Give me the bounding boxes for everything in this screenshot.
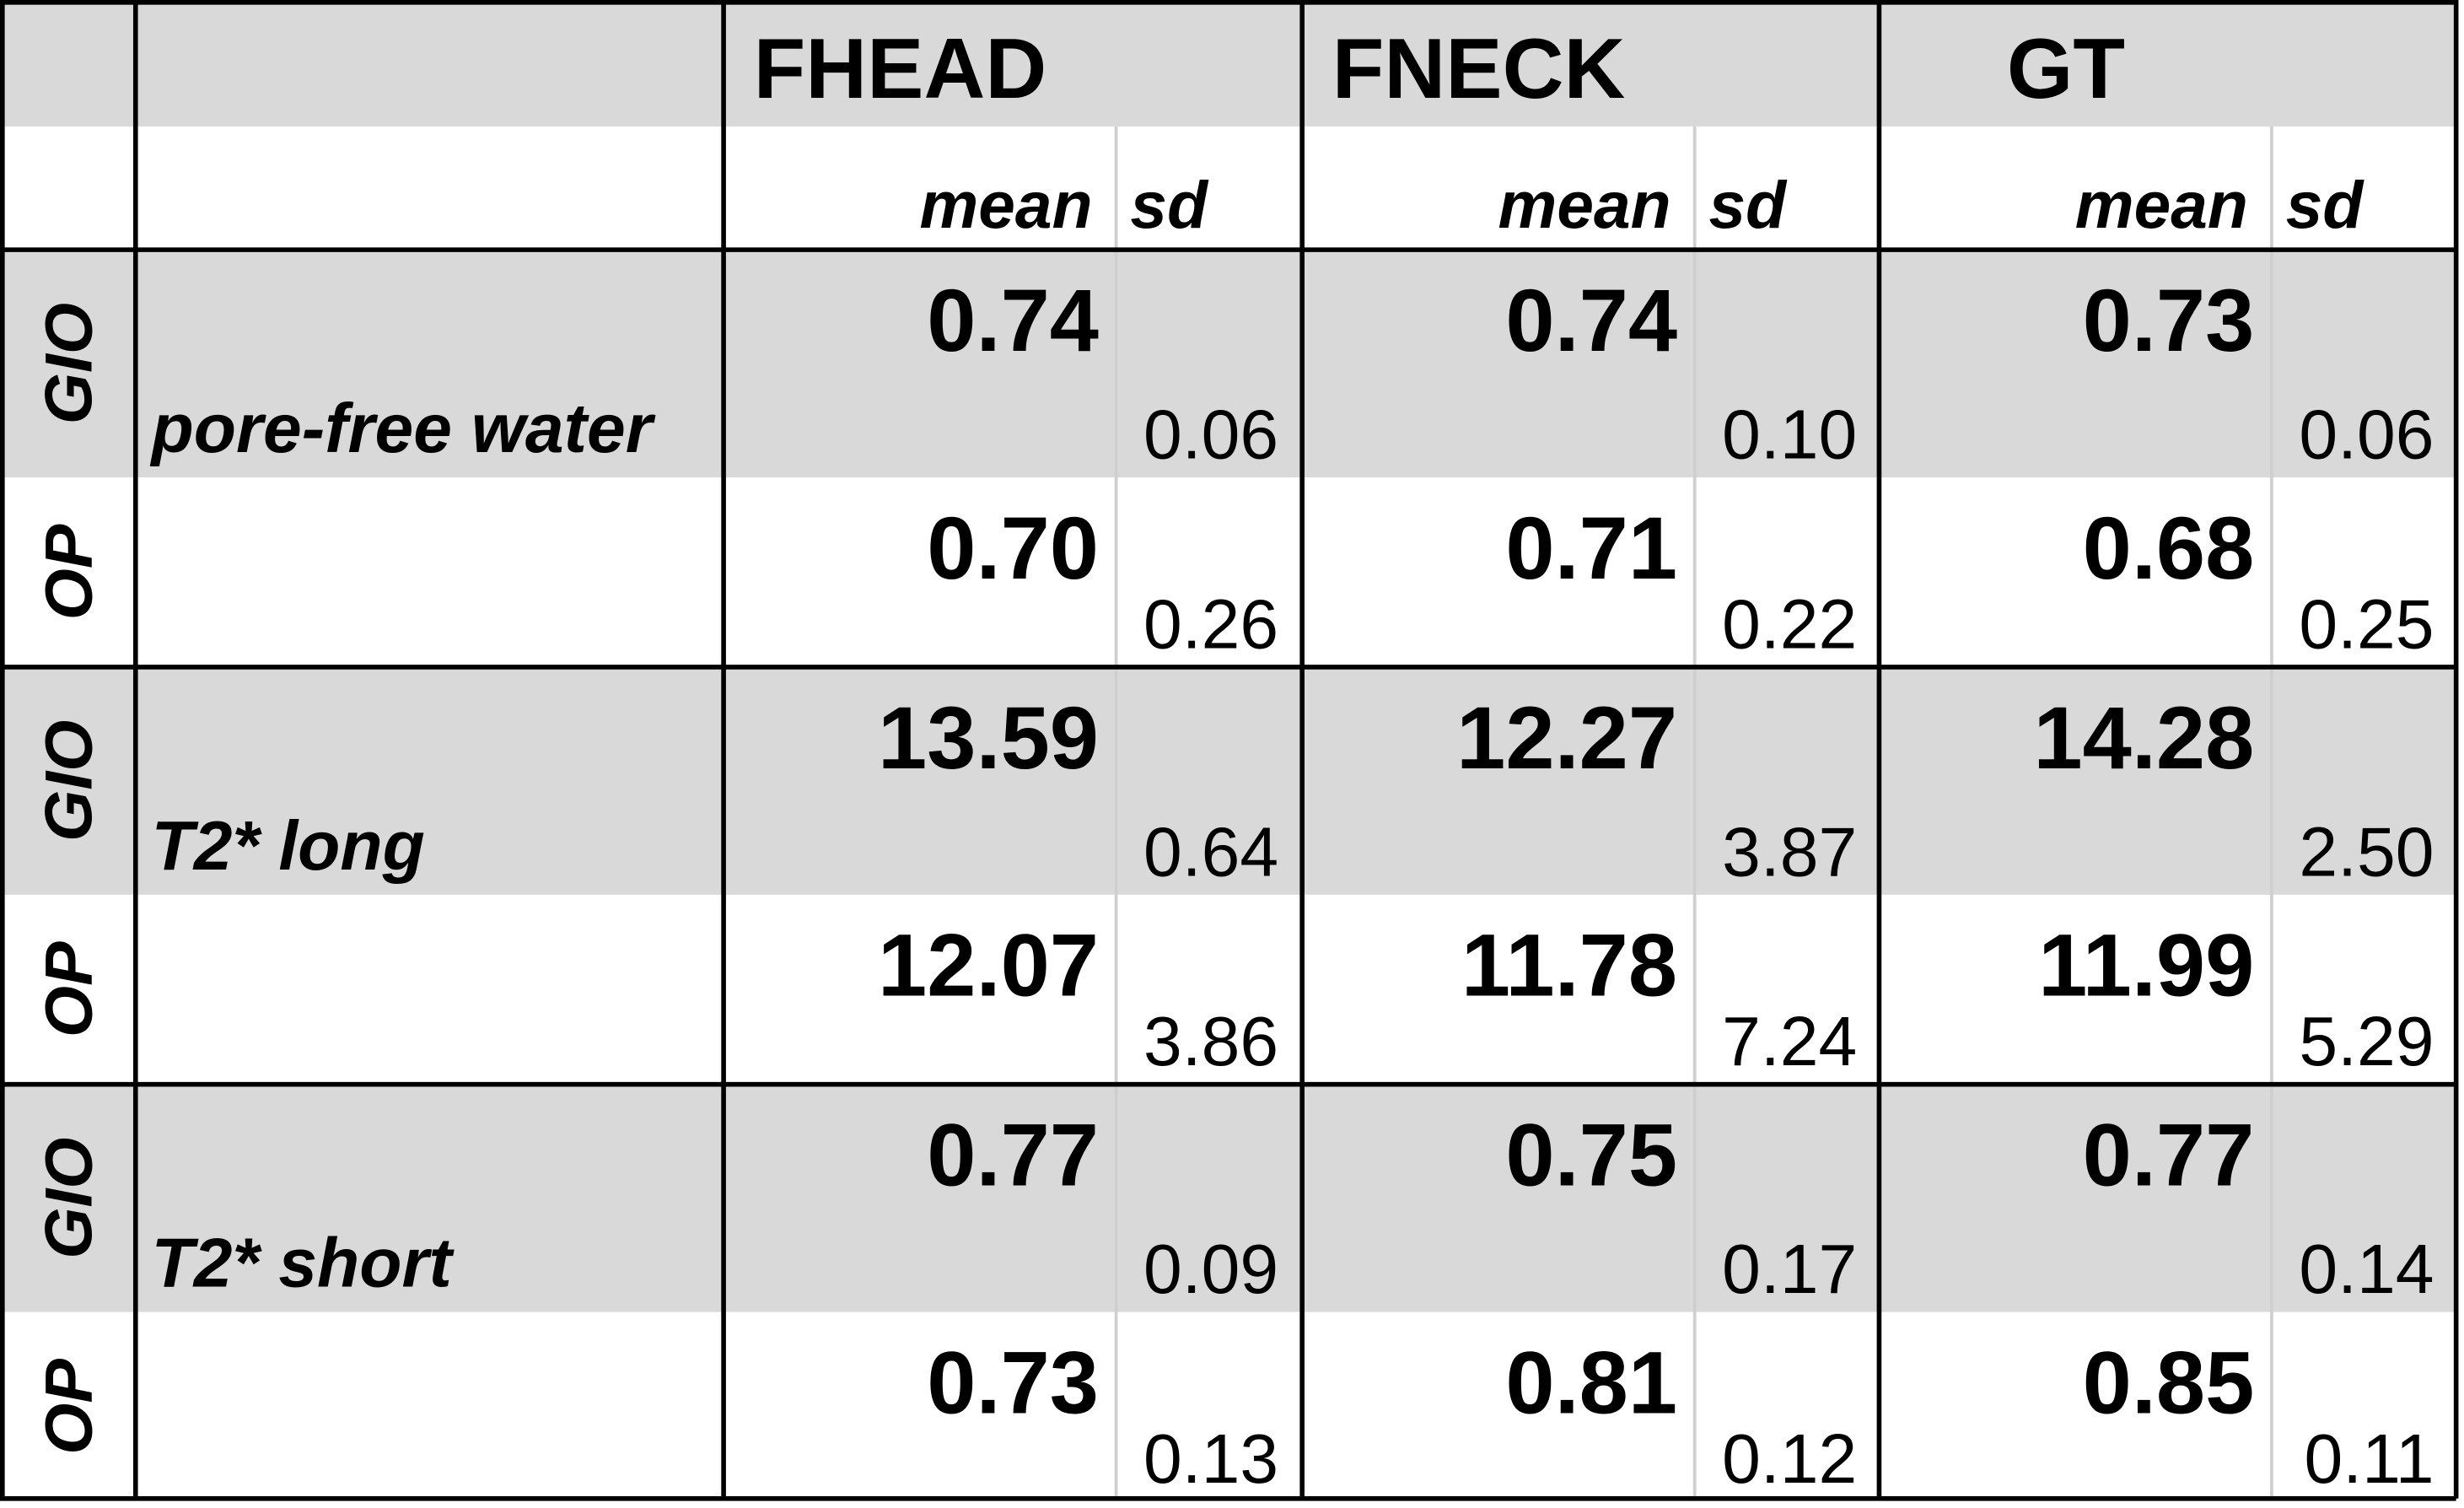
mean-value: 0.73 [927,1333,1099,1432]
sd-value: 0.26 [1143,585,1278,663]
row-label: OP [32,941,106,1037]
sd-value: 3.86 [1143,1003,1278,1080]
column-header: FNECK [1332,22,1626,116]
mean-value: 14.28 [2033,689,2254,788]
sd-value: 0.09 [1143,1231,1278,1308]
sd-value: 0.22 [1722,585,1857,663]
group-label: T2* short [151,1225,455,1302]
sd-value: 0.14 [2299,1231,2434,1308]
mean-value: 0.85 [2083,1333,2255,1432]
sd-value: 7.24 [1722,1003,1857,1080]
mean-value: 0.68 [2083,499,2255,598]
mean-value: 0.70 [927,499,1099,598]
row-bg [0,666,2456,895]
sd-value: 0.17 [1722,1231,1857,1308]
sd-value: 3.87 [1722,813,1857,891]
sd-value: 0.13 [1143,1420,1278,1498]
sd-value: 0.12 [1722,1420,1857,1498]
subheader: mean [2075,168,2248,242]
subheader: mean [919,168,1092,242]
column-header: GT [2007,22,2125,116]
mean-value: 12.07 [878,917,1099,1015]
row-label: GIO [32,1137,106,1258]
sd-value: 0.64 [1143,813,1278,891]
row-bg [0,1084,2456,1312]
subheader: sd [2286,168,2365,242]
sd-value: 0.06 [2299,396,2434,473]
group-label: T2* long [151,807,424,885]
sd-value: 0.10 [1722,396,1857,473]
group-label: pore-free water [149,390,655,467]
row-label: GIO [32,303,106,424]
mean-value: 11.78 [1461,917,1677,1015]
row-bg [0,250,2456,478]
sd-value: 2.50 [2299,813,2434,891]
sd-value: 0.11 [2304,1420,2434,1498]
subheader: sd [1709,168,1789,242]
header-bg [0,0,2456,127]
mean-value: 11.99 [2038,917,2254,1015]
subheader: mean [1498,168,1671,242]
subheader: sd [1130,168,1209,242]
column-header: FHEAD [754,22,1047,116]
mean-value: 0.75 [1505,1107,1677,1205]
mean-value: 0.71 [1505,499,1677,598]
mean-value: 0.74 [927,272,1099,370]
row-label: OP [32,524,106,620]
sd-value: 0.25 [2299,585,2434,663]
mean-value: 0.77 [927,1107,1099,1205]
mean-value: 0.77 [2083,1107,2255,1205]
sd-value: 5.29 [2299,1003,2434,1080]
row-label: OP [32,1359,106,1455]
row-label: GIO [32,720,106,842]
mean-value: 0.81 [1505,1333,1677,1432]
mean-value: 0.74 [1505,272,1677,370]
mean-value: 13.59 [878,689,1099,788]
mean-value: 0.73 [2083,272,2255,370]
sd-value: 0.06 [1143,396,1278,473]
mean-value: 12.27 [1456,689,1677,788]
